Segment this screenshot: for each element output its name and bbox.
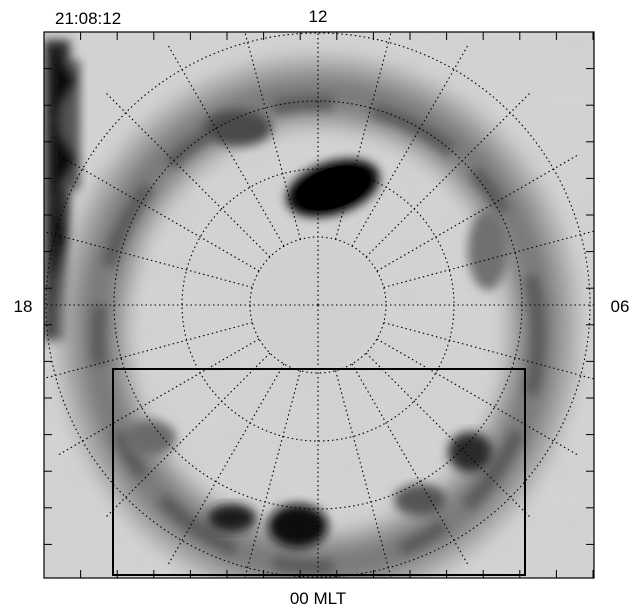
plot-frame (43, 31, 595, 579)
mlt-00-label: 00 MLT (290, 589, 346, 608)
polar-grid (44, 32, 594, 578)
mlt-meridians (44, 32, 594, 578)
frame-ticks (44, 32, 594, 578)
image-panel (44, 32, 594, 578)
mlt-12-label: 12 (309, 7, 328, 26)
latitude-ring-4 (45, 32, 591, 578)
emission-spots (124, 110, 508, 548)
selection-box[interactable] (112, 368, 526, 576)
mlt-06-label: 06 (611, 297, 630, 316)
mlt-18-label: 18 (14, 297, 33, 316)
timestamp-label: 21:08:12 (55, 9, 121, 28)
